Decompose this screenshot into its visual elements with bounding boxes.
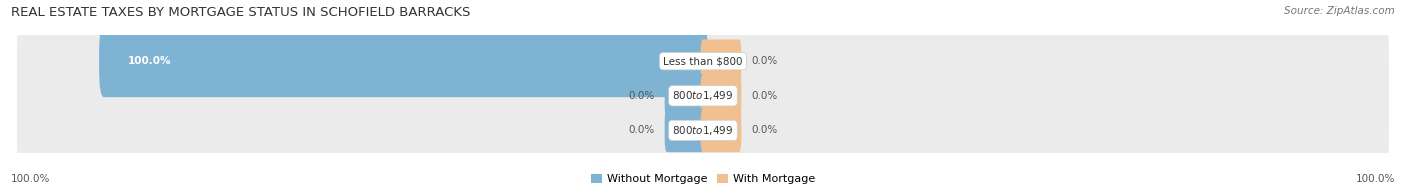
Text: 100.0%: 100.0% xyxy=(1355,174,1395,184)
Text: 100.0%: 100.0% xyxy=(128,56,172,66)
Text: 0.0%: 0.0% xyxy=(751,91,778,101)
Text: $800 to $1,499: $800 to $1,499 xyxy=(672,89,734,102)
FancyBboxPatch shape xyxy=(17,35,1389,157)
Text: 0.0%: 0.0% xyxy=(751,56,778,66)
FancyBboxPatch shape xyxy=(700,74,741,118)
Text: 0.0%: 0.0% xyxy=(628,91,655,101)
Legend: Without Mortgage, With Mortgage: Without Mortgage, With Mortgage xyxy=(586,169,820,189)
Text: 100.0%: 100.0% xyxy=(11,174,51,184)
Text: REAL ESTATE TAXES BY MORTGAGE STATUS IN SCHOFIELD BARRACKS: REAL ESTATE TAXES BY MORTGAGE STATUS IN … xyxy=(11,6,471,19)
FancyBboxPatch shape xyxy=(17,0,1389,122)
FancyBboxPatch shape xyxy=(665,109,706,152)
FancyBboxPatch shape xyxy=(100,25,707,97)
Text: 0.0%: 0.0% xyxy=(751,125,778,135)
FancyBboxPatch shape xyxy=(700,109,741,152)
FancyBboxPatch shape xyxy=(700,39,741,83)
Text: Source: ZipAtlas.com: Source: ZipAtlas.com xyxy=(1284,6,1395,16)
Text: $800 to $1,499: $800 to $1,499 xyxy=(672,124,734,137)
Text: 0.0%: 0.0% xyxy=(628,125,655,135)
FancyBboxPatch shape xyxy=(665,39,706,83)
FancyBboxPatch shape xyxy=(665,74,706,118)
FancyBboxPatch shape xyxy=(17,70,1389,191)
Text: Less than $800: Less than $800 xyxy=(664,56,742,66)
